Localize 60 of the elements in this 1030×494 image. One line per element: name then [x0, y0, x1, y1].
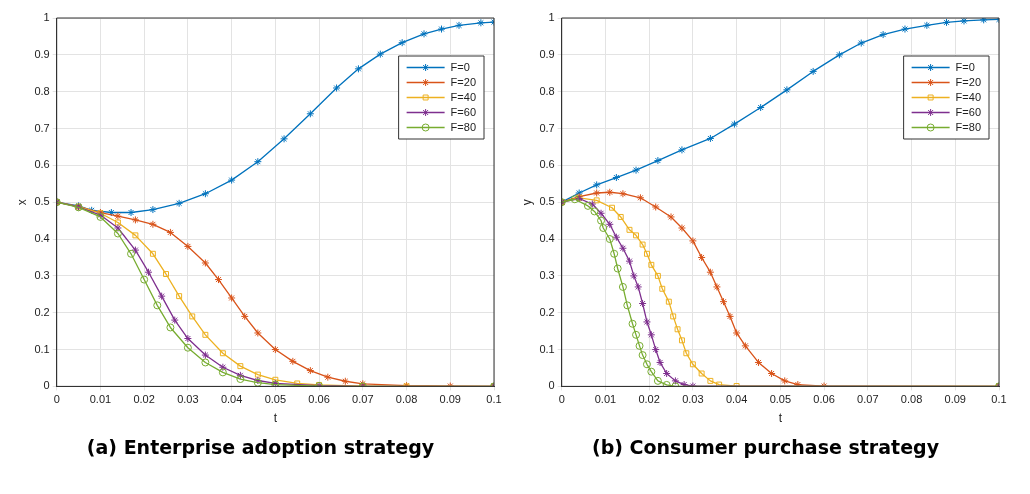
text: (a) Enterprise adoption strategy: [86, 436, 435, 458]
y-tick-label: 0.1: [34, 342, 50, 355]
y-tick-label: 0.6: [34, 158, 50, 171]
y-axis-title: y: [519, 199, 534, 206]
legend-label: F=40: [450, 90, 477, 103]
y-tick-label: 0.9: [539, 47, 555, 60]
y-tick-label: 1: [43, 11, 50, 24]
legend-label: F=40: [955, 90, 982, 103]
y-tick-label: 0: [43, 379, 50, 392]
x-tick-label: 0.02: [133, 393, 155, 406]
y-tick-label: 0.1: [539, 342, 555, 355]
y-tick-label: 0.2: [34, 305, 50, 318]
y-axis-title: x: [14, 199, 29, 206]
x-tick-label: 0.07: [857, 393, 879, 406]
y-tick-label: 0.4: [539, 232, 555, 245]
legend-label: F=0: [955, 60, 975, 73]
x-tick-label: 0.06: [813, 393, 835, 406]
x-tick-label: 0.03: [682, 393, 704, 406]
y-tick-label: 0.3: [34, 268, 50, 281]
legend-label: F=20: [450, 75, 477, 88]
y-tick-label: 0.7: [34, 121, 50, 134]
x-tick-label: 0.04: [725, 393, 748, 406]
x-tick-label: 0.1: [991, 393, 1007, 406]
x-tick-label: 0.03: [177, 393, 199, 406]
legend-label: F=0: [450, 60, 470, 73]
text: (b) Consumer purchase strategy: [591, 436, 940, 458]
y-tick-label: 1: [548, 11, 555, 24]
x-tick-label: 0.01: [594, 393, 617, 406]
y-tick-label: 0.9: [34, 47, 50, 60]
x-tick-label: 0.05: [769, 393, 792, 406]
x-tick-label: 0: [53, 393, 60, 406]
legend-label: F=60: [955, 105, 982, 118]
y-tick-label: 0.5: [34, 195, 50, 208]
x-axis-title: t: [778, 411, 783, 426]
x-tick-label: 0.1: [486, 393, 502, 406]
y-tick-label: 0.8: [539, 84, 555, 97]
legend-label: F=60: [450, 105, 477, 118]
y-tick-label: 0.3: [539, 268, 555, 281]
x-tick-label: 0.08: [395, 393, 418, 406]
x-axis-title: t: [273, 411, 278, 426]
x-tick-label: 0.04: [220, 393, 243, 406]
y-tick-label: 0: [548, 379, 555, 392]
y-tick-label: 0.8: [34, 84, 50, 97]
legend-label: F=20: [955, 75, 982, 88]
y-tick-label: 0.2: [539, 305, 555, 318]
y-tick-label: 0.6: [539, 158, 555, 171]
x-tick-label: 0.02: [638, 393, 660, 406]
y-tick-label: 0.4: [34, 232, 50, 245]
x-tick-label: 0.09: [944, 393, 966, 406]
legend-label: F=80: [450, 120, 477, 133]
x-tick-label: 0.08: [900, 393, 923, 406]
x-tick-label: 0.09: [439, 393, 461, 406]
y-tick-label: 0.5: [539, 195, 555, 208]
y-tick-label: 0.7: [539, 121, 555, 134]
x-tick-label: 0.06: [308, 393, 330, 406]
x-tick-label: 0: [558, 393, 565, 406]
legend-label: F=80: [955, 120, 982, 133]
x-tick-label: 0.01: [89, 393, 112, 406]
x-tick-label: 0.05: [264, 393, 287, 406]
x-tick-label: 0.07: [352, 393, 374, 406]
